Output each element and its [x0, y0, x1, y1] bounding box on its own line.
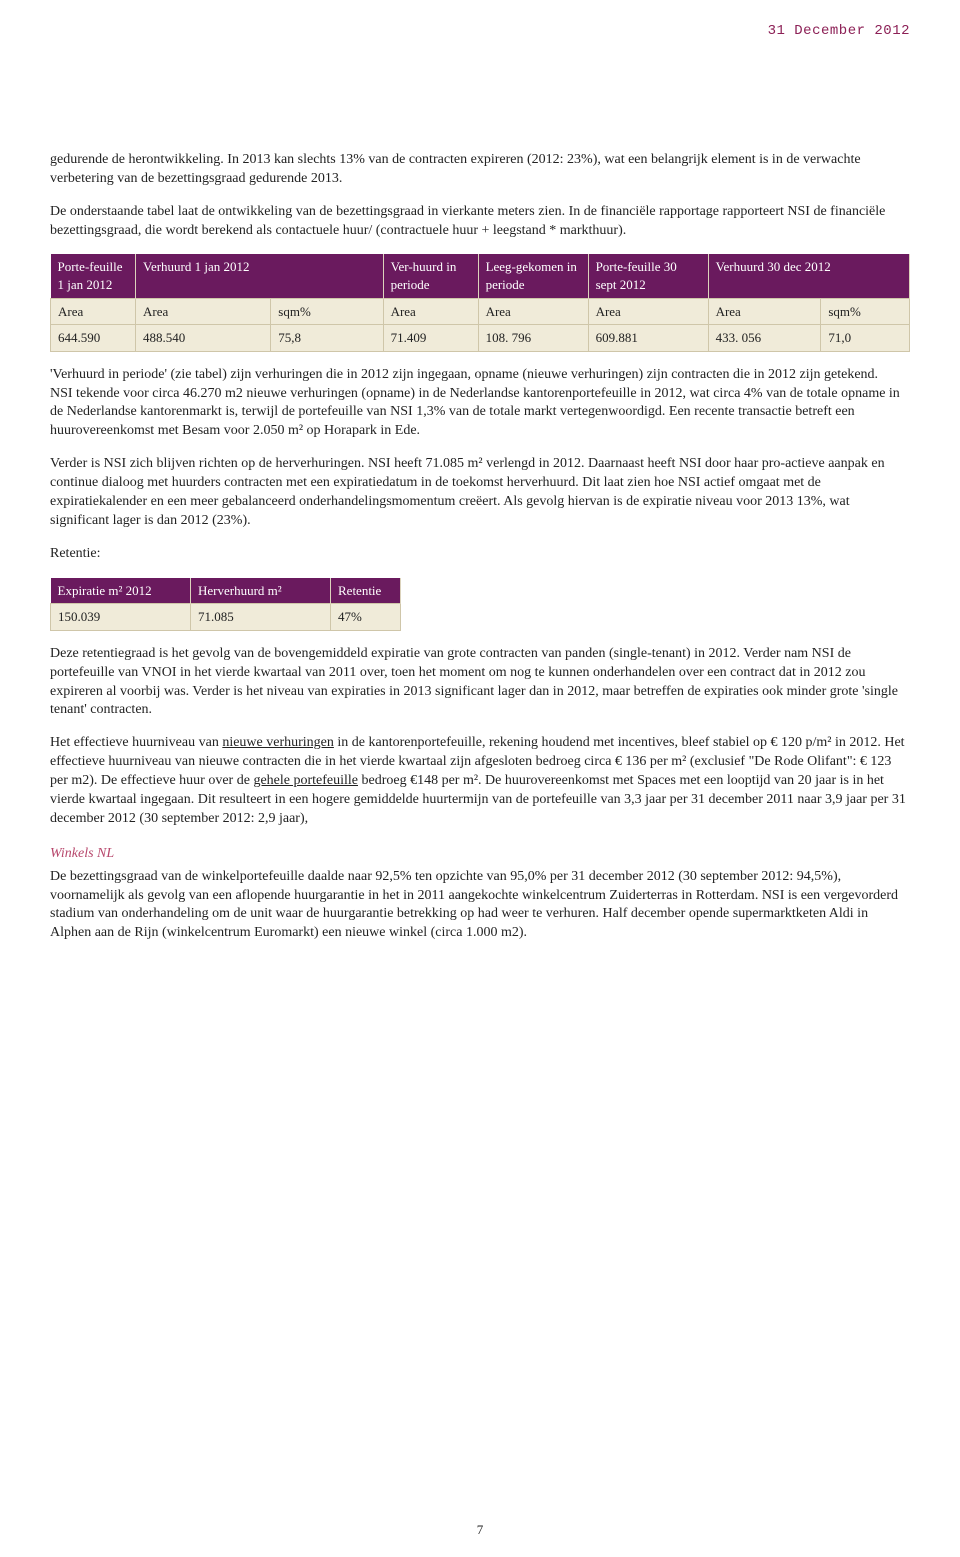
para-after-table-1: 'Verhuurd in periode' (zie tabel) zijn v… [50, 366, 910, 442]
table-data-row: 644.590 488.540 75,8 71.409 108. 796 609… [51, 325, 910, 352]
para-winkels: De bezettingsgraad van de winkelportefeu… [50, 868, 910, 944]
txt-3b: NSI tekende voor circa 46.270 m2 nieuwe … [50, 386, 900, 439]
cell-verhuurd-jan-area: 488.540 [136, 325, 271, 352]
sub-area-1: Area [51, 298, 136, 325]
sub-area-2: Area [136, 298, 271, 325]
txt-3a: 'Verhuurd in periode' (zie tabel) zijn v… [50, 367, 878, 382]
th-verhuurd-jan: Verhuurd 1 jan 2012 [136, 254, 384, 298]
table-subheader-row: Area Area sqm% Area Area Area Area sqm% [51, 298, 910, 325]
txt-p7-u1: nieuwe verhuringen [222, 735, 334, 750]
table-header-row: Porte-feuille 1 jan 2012 Verhuurd 1 jan … [51, 254, 910, 298]
cell-expiratie: 150.039 [51, 604, 191, 631]
th-retentie: Retentie [331, 578, 401, 604]
sub-area-5: Area [588, 298, 708, 325]
retention-data-row: 150.039 71.085 47% [51, 604, 401, 631]
subheading-winkels: Winkels NL [50, 845, 910, 864]
retention-table: Expiratie m² 2012 Herverhuurd m² Retenti… [50, 578, 401, 631]
cell-verhuurd-periode: 71.409 [383, 325, 478, 352]
occupancy-table: Porte-feuille 1 jan 2012 Verhuurd 1 jan … [50, 254, 910, 351]
th-verhuurd-dec: Verhuurd 30 dec 2012 [708, 254, 909, 298]
sub-area-4: Area [478, 298, 588, 325]
cell-porte-sept: 609.881 [588, 325, 708, 352]
th-portefeuille-sept: Porte-feuille 30 sept 2012 [588, 254, 708, 298]
cell-leeggekomen: 108. 796 [478, 325, 588, 352]
cell-verhuurd-jan-pct: 75,8 [271, 325, 383, 352]
cell-herverhuurd: 71.085 [191, 604, 331, 631]
txt-p7-u2: gehele portefeuille [253, 773, 358, 788]
cell-retentie: 47% [331, 604, 401, 631]
cell-verhuurd-dec-area: 433. 056 [708, 325, 821, 352]
cell-porte-jan: 644.590 [51, 325, 136, 352]
para-retentiegraad: Deze retentiegraad is het gevolg van de … [50, 645, 910, 721]
para-huurniveau: Het effectieve huurniveau van nieuwe ver… [50, 734, 910, 828]
sub-area-6: Area [708, 298, 821, 325]
para-herverhuringen: Verder is NSI zich blijven richten op de… [50, 455, 910, 531]
th-portefeuille: Porte-feuille 1 jan 2012 [51, 254, 136, 298]
cell-verhuurd-dec-pct: 71,0 [821, 325, 910, 352]
para-retentie-label: Retentie: [50, 545, 910, 564]
th-verhuurd-periode: Ver-huurd in periode [383, 254, 478, 298]
th-leeggekomen: Leeg-gekomen in periode [478, 254, 588, 298]
para-intro-2: De onderstaande tabel laat de ontwikkeli… [50, 203, 910, 241]
th-herverhuurd: Herverhuurd m² [191, 578, 331, 604]
th-expiratie: Expiratie m² 2012 [51, 578, 191, 604]
txt-p7-pre: Het effectieve huurniveau van [50, 735, 222, 750]
retention-header-row: Expiratie m² 2012 Herverhuurd m² Retenti… [51, 578, 401, 604]
sub-area-3: Area [383, 298, 478, 325]
sub-sqm-1: sqm% [271, 298, 383, 325]
sub-sqm-2: sqm% [821, 298, 910, 325]
document-date: 31 December 2012 [50, 22, 910, 41]
page-number: 7 [0, 1521, 960, 1539]
para-intro-1: gedurende de herontwikkeling. In 2013 ka… [50, 151, 910, 189]
